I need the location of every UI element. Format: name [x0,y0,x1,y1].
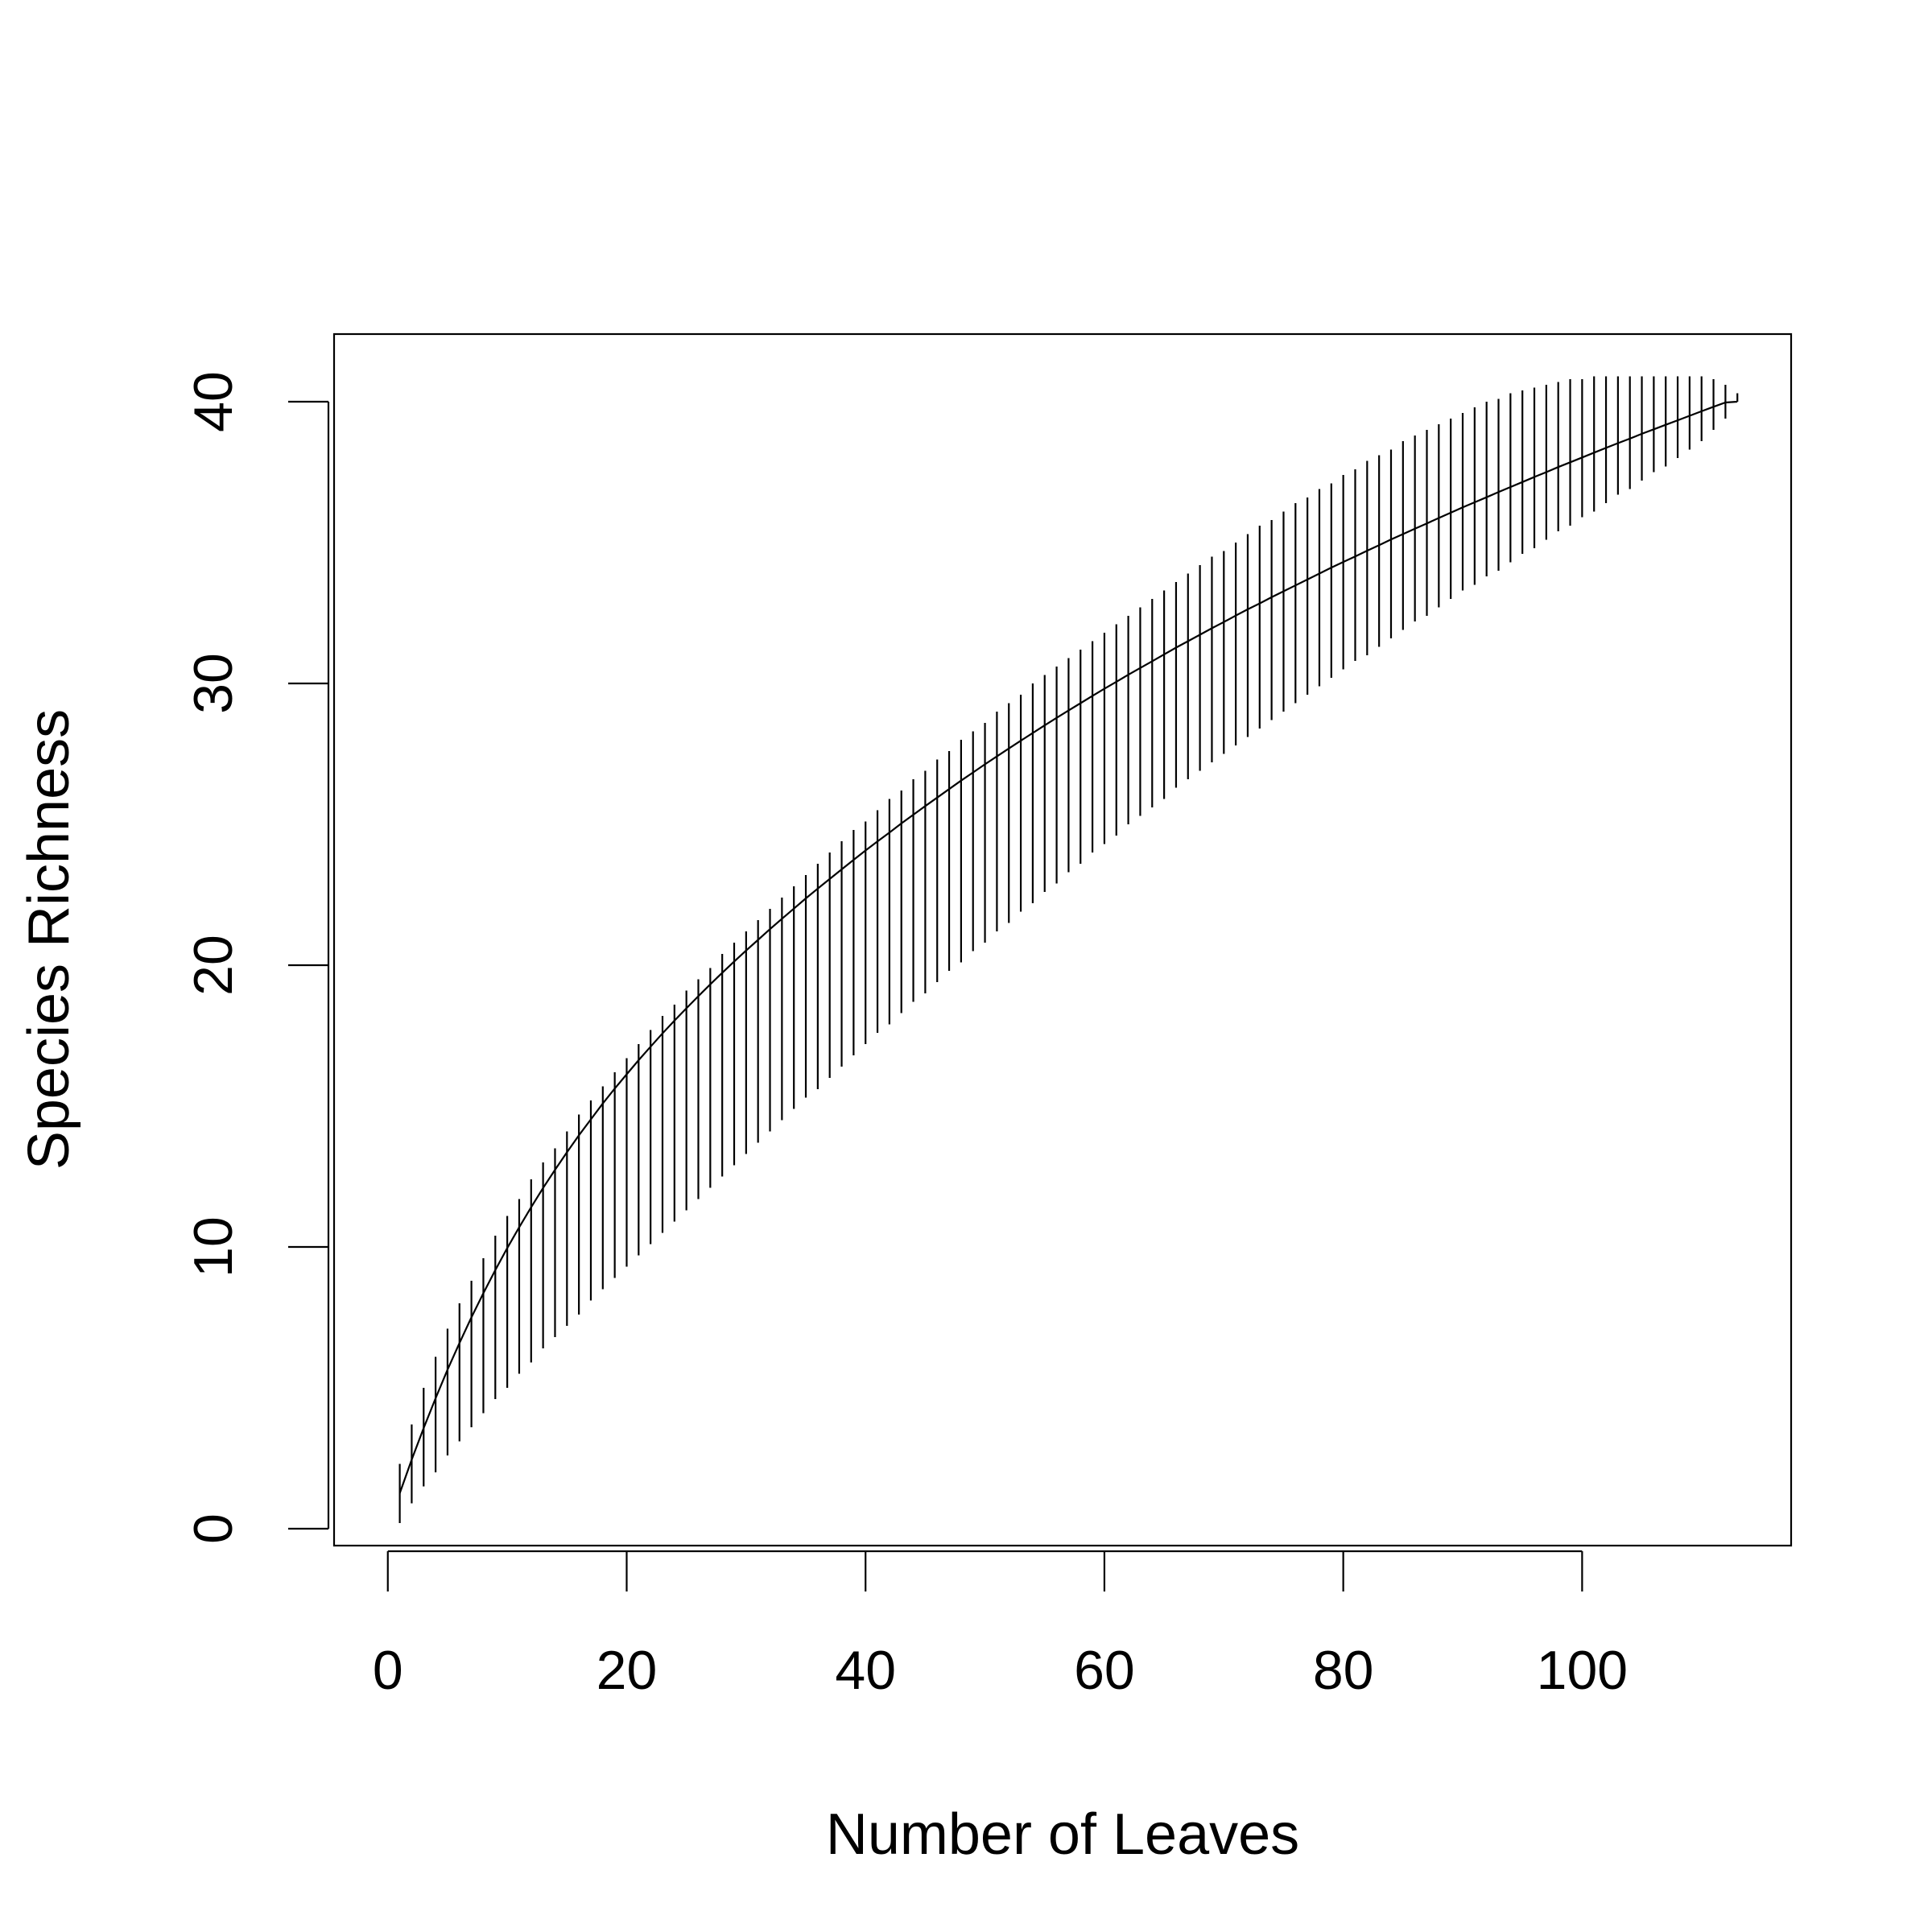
x-tick-label: 80 [1313,1640,1374,1701]
x-tick-label: 40 [835,1640,896,1701]
x-axis: 0 20 40 60 80 100 [373,1550,1628,1701]
y-tick-label: 20 [183,935,244,996]
mean-richness-line [398,400,1738,1494]
plot-frame [332,332,1793,1547]
x-axis-title: Number of Leaves [826,1802,1299,1867]
y-tick-label: 0 [183,1513,244,1544]
y-axis: 0 10 20 30 40 [183,371,330,1544]
y-axis-title: Species Richness [17,709,81,1170]
error-bars-group [398,376,1739,1523]
y-tick-label: 30 [183,653,244,714]
y-tick-label: 40 [183,371,244,432]
y-tick-label: 10 [183,1216,244,1278]
x-tick-label: 60 [1074,1640,1135,1701]
x-tick-label: 100 [1537,1640,1628,1701]
x-tick-label: 20 [597,1640,658,1701]
x-tick-label: 0 [373,1640,403,1701]
